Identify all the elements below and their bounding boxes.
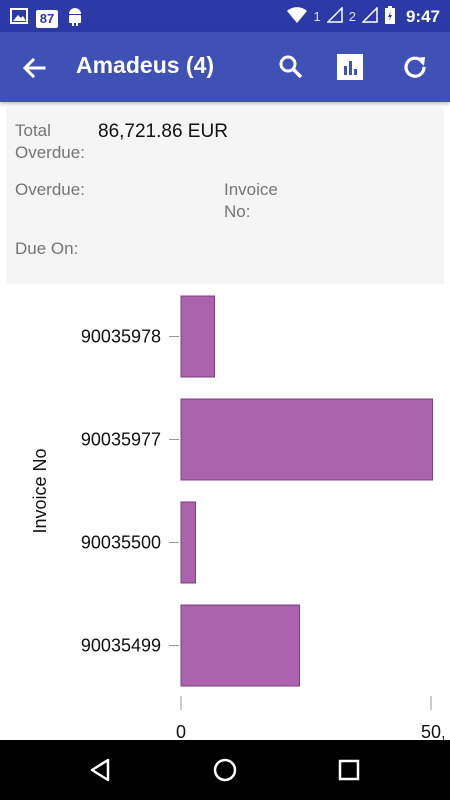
- summary-card: Total Overdue: 86,721.86 EUR Overdue: In…: [6, 108, 444, 284]
- bar-90035499: [180, 604, 300, 687]
- chart-canvas: Invoice No 90035978 90035977 90035500 900354…: [30, 295, 444, 740]
- back-button[interactable]: [18, 52, 50, 84]
- x-tick-label-1: 50,000: [421, 722, 444, 740]
- status-bar-left: 87: [10, 6, 84, 31]
- x-tick-label-0: 0: [176, 722, 186, 740]
- wifi-icon: [286, 6, 308, 27]
- status-bar-right: 1 2 9:47: [286, 5, 440, 28]
- refresh-icon: [404, 56, 426, 78]
- circle-home-icon: [213, 758, 237, 782]
- app-bar: Amadeus (4): [0, 32, 450, 102]
- signal-1-icon: [325, 6, 343, 26]
- y-axis-title: Invoice No: [30, 448, 50, 533]
- image-notification-icon: [10, 7, 28, 30]
- category-label-90035500: 90035500: [81, 533, 161, 553]
- page-title: Amadeus (4): [76, 52, 215, 78]
- category-label-90035978: 90035978: [81, 327, 161, 347]
- bar-chart-icon: [337, 54, 363, 80]
- search-button[interactable]: [276, 52, 306, 82]
- nav-recents-button[interactable]: [334, 755, 364, 785]
- chart-view-button[interactable]: [335, 52, 365, 82]
- signal-2-icon: [361, 6, 378, 26]
- status-bar: 87 1 2 9:47: [0, 0, 450, 32]
- total-overdue-label: Total Overdue:: [15, 121, 85, 162]
- clock: 9:47: [405, 6, 440, 26]
- square-recents-icon: [338, 759, 360, 781]
- bar-90035977: [180, 398, 433, 481]
- bar-90035978: [180, 295, 215, 378]
- refresh-button[interactable]: [400, 52, 430, 82]
- due-on-label: Due On:: [15, 239, 79, 258]
- android-icon: [66, 6, 84, 31]
- category-label-90035499: 90035499: [81, 636, 161, 656]
- bar-90035500: [180, 501, 196, 584]
- nav-home-button[interactable]: [210, 755, 240, 785]
- category-label-90035977: 90035977: [81, 430, 161, 450]
- sim2-label: 2: [348, 9, 356, 24]
- system-nav-bar: [0, 740, 450, 800]
- nav-back-button[interactable]: [86, 755, 116, 785]
- notification-count-badge: 87: [36, 9, 58, 28]
- overdue-label: Overdue:: [15, 180, 85, 199]
- search-icon: [279, 55, 303, 79]
- arrow-back-icon: [22, 57, 46, 79]
- total-overdue-value: 86,721.86 EUR: [98, 121, 228, 142]
- invoice-bar-chart: Invoice No 90035978 90035977 90035500 900354…: [6, 286, 444, 740]
- battery-icon: [384, 5, 396, 28]
- sim1-label: 1: [313, 9, 321, 24]
- triangle-back-icon: [90, 758, 110, 782]
- invoice-no-label: Invoice No:: [224, 180, 278, 221]
